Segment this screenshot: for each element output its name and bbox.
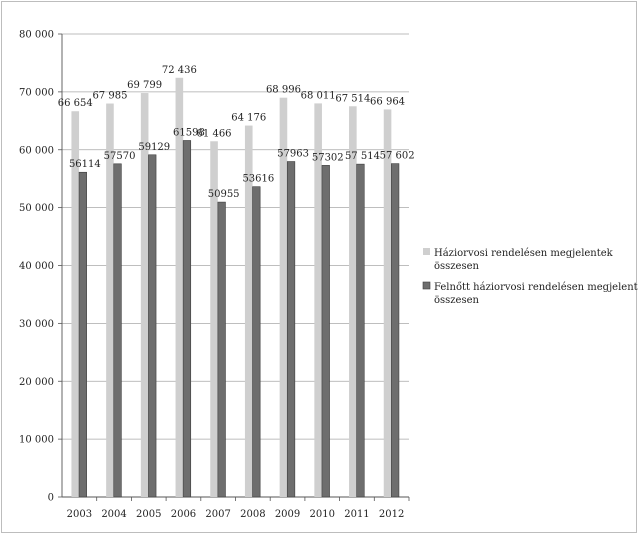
x-tick-label: 2007	[205, 509, 230, 520]
legend-swatch	[422, 281, 431, 290]
bar-total	[210, 141, 218, 498]
data-label-adult: 57 514	[345, 151, 380, 162]
y-tick-label: 0	[48, 493, 54, 504]
bar-adult	[113, 163, 122, 498]
data-label-total: 68 996	[266, 85, 301, 96]
y-tick-label: 50 000	[19, 203, 54, 214]
data-label-adult: 57302	[312, 152, 344, 163]
bar-total	[140, 93, 149, 498]
y-tick-label: 10 000	[19, 435, 54, 446]
x-axis-tick-labels: 2003 2004 2005 2006 2007 2008 2009 2010 2011 2012	[67, 509, 405, 520]
x-tick-label: 2003	[67, 509, 92, 520]
data-label-adult: 50955	[208, 189, 240, 200]
legend-label: összesen	[434, 295, 480, 306]
bar-total	[383, 109, 392, 497]
x-tick-label: 2006	[171, 509, 196, 520]
y-tick-label: 70 000	[19, 87, 54, 98]
legend-label: Háziorvosi rendelésen megjelentek	[434, 248, 614, 259]
data-label-adult: 59129	[138, 142, 170, 153]
data-label-total: 69 799	[127, 80, 162, 91]
legend-label: összesen	[434, 261, 480, 272]
x-tick-label: 2004	[101, 509, 126, 520]
data-label-adult: 57570	[104, 151, 136, 162]
bar-total	[349, 106, 357, 497]
data-label-total: 67 514	[335, 93, 370, 104]
bar-total	[244, 125, 253, 498]
x-tick-label: 2011	[344, 509, 369, 520]
bar-adult	[78, 171, 87, 498]
y-tick-label: 60 000	[19, 145, 54, 156]
x-tick-label: 2008	[240, 509, 265, 520]
data-label-total: 68 011	[301, 90, 336, 101]
data-label-adult: 61598	[173, 128, 205, 139]
data-label-total: 64 176	[231, 113, 266, 124]
y-tick-label: 30 000	[19, 319, 54, 330]
data-label-adult: 57 602	[380, 151, 415, 162]
data-label-total: 66 964	[370, 96, 405, 107]
bar-total	[175, 77, 184, 498]
y-tick-label: 20 000	[19, 377, 54, 388]
bar-total	[106, 103, 114, 498]
data-label-total: 67 985	[92, 91, 127, 102]
bar-adult	[391, 163, 400, 498]
bar-adult	[286, 161, 296, 498]
data-label-adult: 57963	[277, 149, 309, 160]
data-labels: 66 654 56114 67 985 57570 69 799 59129 72 436 6…	[58, 65, 415, 200]
y-axis-tick-labels: 0 10 000 20 000 30 000 40 000 50 000 60 000 70 …	[19, 30, 54, 504]
y-tick-label: 40 000	[19, 261, 54, 272]
data-label-total: 66 654	[58, 98, 93, 109]
x-tick-label: 2012	[379, 509, 404, 520]
bar-adult	[252, 186, 261, 498]
bar-total	[314, 103, 322, 497]
legend-label: Felnőtt háziorvosi rendelésen megjelente…	[434, 282, 638, 293]
bar-adult	[217, 201, 226, 498]
x-tick-label: 2010	[310, 509, 335, 520]
bar-total	[71, 111, 80, 497]
bar-adult	[182, 140, 192, 498]
data-label-adult: 56114	[69, 159, 101, 170]
bar-adult	[356, 163, 365, 498]
legend-swatch	[423, 248, 430, 255]
data-label-total: 61 466	[197, 128, 232, 139]
x-tick-label: 2009	[275, 509, 300, 520]
bars	[71, 77, 400, 498]
x-tick-label: 2005	[136, 509, 161, 520]
y-tick-label: 80 000	[19, 30, 54, 41]
data-label-adult: 53616	[242, 174, 274, 185]
bar-total	[279, 97, 288, 497]
bar-adult	[321, 165, 330, 498]
legend: Háziorvosi rendelésen megjelentek összese…	[422, 248, 638, 306]
bar-adult	[148, 154, 157, 498]
data-label-total: 72 436	[162, 65, 197, 76]
